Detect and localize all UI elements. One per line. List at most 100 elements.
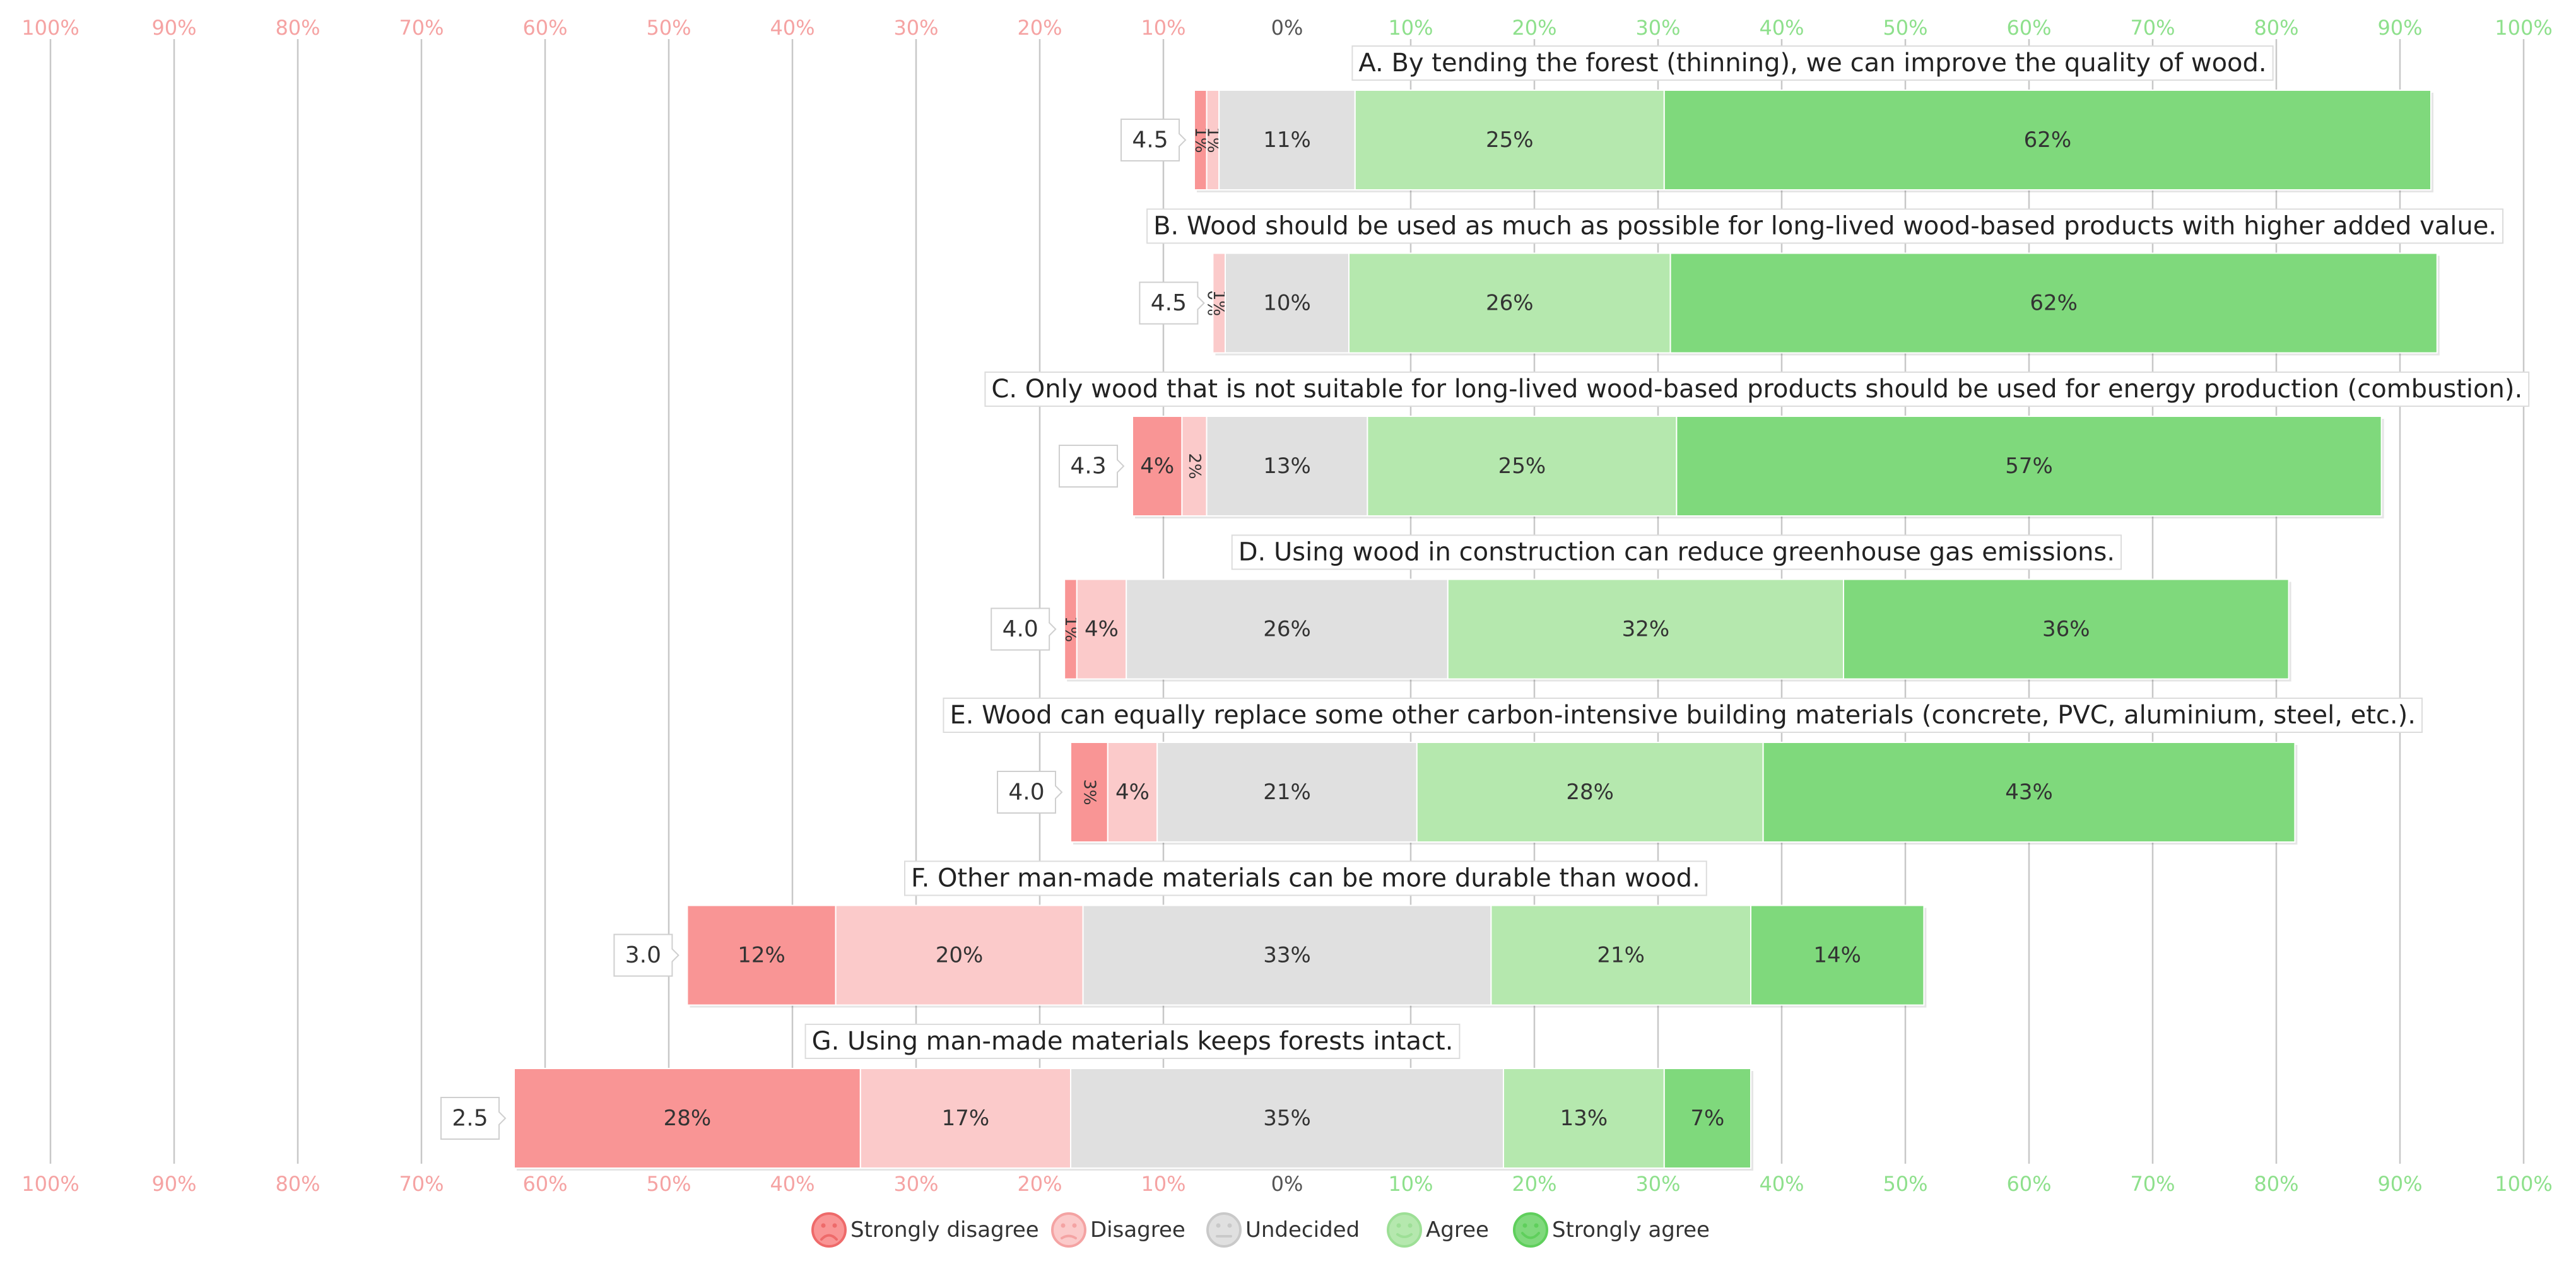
score-box <box>991 607 1057 651</box>
bar-segment-disagree <box>1076 578 1127 680</box>
legend-label: Strongly disagree <box>850 1217 1039 1243</box>
axis-tick-bottom: 20% <box>1017 1172 1062 1196</box>
bar-segment-strongly-agree <box>1663 90 2432 190</box>
question-label-box <box>1146 208 2504 244</box>
bar-segment-strongly-agree <box>1843 578 2290 680</box>
axis-tick-top: 30% <box>893 16 938 40</box>
question-label-box <box>904 860 1707 896</box>
mean-score-label: 4.3 <box>1070 454 1106 479</box>
axis-tick-top: 100% <box>2495 16 2552 40</box>
axis-tick-top: 50% <box>646 16 691 40</box>
axis-tick-top: 10% <box>1141 16 1185 40</box>
question-label: C. Only wood that is not suitable for lo… <box>991 375 2522 404</box>
bar-segment-disagree <box>1181 416 1208 517</box>
legend-label: Agree <box>1426 1217 1489 1243</box>
segment-value-label: 4% <box>1085 617 1119 642</box>
segment-value-label: 17% <box>942 1106 990 1131</box>
score-box <box>1139 281 1205 325</box>
segment-value-label: 36% <box>2042 617 2090 642</box>
axis-tick-top: 30% <box>1635 16 1680 40</box>
big-smile-face-icon <box>1513 1212 1548 1248</box>
mean-score-label: 4.0 <box>1008 780 1044 805</box>
segment-value-label: 62% <box>2024 127 2072 153</box>
segment-value-label: 21% <box>1263 780 1311 805</box>
segment-value-label: 57% <box>2005 454 2053 479</box>
mean-score-label: 4.5 <box>1151 290 1187 316</box>
segment-value-label: 25% <box>1498 454 1546 479</box>
axis-tick-bottom: 10% <box>1141 1172 1185 1196</box>
bar-segment-strongly-disagree <box>686 904 837 1006</box>
bar-segment-undecided <box>1218 90 1356 190</box>
score-box <box>1059 445 1125 488</box>
axis-tick-top: 80% <box>2254 16 2298 40</box>
bar-segment-strongly-agree <box>1750 904 1925 1006</box>
legend-label: Disagree <box>1090 1217 1185 1243</box>
segment-value-label: 12% <box>738 943 785 968</box>
axis-tick-top: 40% <box>770 16 815 40</box>
legend-item: Strongly agree <box>1513 1212 1710 1248</box>
segment-value-label: 3% <box>1079 779 1098 805</box>
bar-segment-agree <box>1348 252 1671 354</box>
segment-value-label: 7% <box>1690 1106 1724 1131</box>
bar-segment-undecided <box>1206 416 1368 517</box>
legend-item: Strongly disagree <box>811 1212 1039 1248</box>
axis-tick-top: 60% <box>2006 16 2051 40</box>
segment-value-label: 4% <box>1115 780 1150 805</box>
axis-tick-top: 60% <box>522 16 567 40</box>
segment-value-label: 13% <box>1560 1106 1608 1131</box>
question-row: C. Only wood that is not suitable for lo… <box>984 372 2530 518</box>
axis-tick-top: 20% <box>1017 16 1062 40</box>
bar-segment-agree <box>1447 578 1845 680</box>
axis-tick-bottom: 40% <box>770 1172 815 1196</box>
axis-tick-top: 40% <box>1759 16 1804 40</box>
segment-value-label: 13% <box>1263 454 1311 479</box>
questions-layer: A. By tending the forest (thinning), we … <box>440 45 2530 1171</box>
bar-segment-strongly-agree <box>1663 1068 1752 1169</box>
bar-segment-undecided <box>1070 1068 1504 1169</box>
axis-tick-bottom: 60% <box>2006 1172 2051 1196</box>
axis-tick-bottom: 0% <box>1271 1172 1303 1196</box>
bar-segment-agree <box>1503 1068 1665 1169</box>
bar-segment-undecided <box>1156 742 1418 843</box>
axis-tick-top: 70% <box>399 16 444 40</box>
axis-tick-bottom: 50% <box>1883 1172 1927 1196</box>
bar-segment-strongly-agree <box>1762 742 2296 843</box>
bar-segment-strongly-disagree <box>1132 416 1183 517</box>
mean-score-label: 4.5 <box>1132 127 1168 153</box>
axis-tick-top: 80% <box>275 16 320 40</box>
axis-tick-top: 50% <box>1883 16 1927 40</box>
segment-value-label: 35% <box>1263 1106 1311 1131</box>
bar-segment-undecided <box>1126 578 1449 680</box>
neutral-face-icon <box>1206 1212 1242 1248</box>
axis-tick-bottom: 20% <box>1512 1172 1556 1196</box>
axis-tick-bottom: 30% <box>893 1172 938 1196</box>
question-label: G. Using man-made materials keeps forest… <box>812 1027 1454 1056</box>
question-label: A. By tending the forest (thinning), we … <box>1358 49 2266 78</box>
question-row: E. Wood can equally replace some other c… <box>943 698 2423 845</box>
bar-segment-agree <box>1354 90 1665 190</box>
axis-tick-bottom: 70% <box>399 1172 444 1196</box>
axis-tick-bottom: 50% <box>646 1172 691 1196</box>
axis-tick-bottom: 70% <box>2130 1172 2175 1196</box>
axis-tick-bottom: 90% <box>151 1172 196 1196</box>
segment-value-label: 26% <box>1263 617 1311 642</box>
axis-tick-bottom: 40% <box>1759 1172 1804 1196</box>
mean-score-label: 4.0 <box>1003 616 1038 642</box>
axis-tick-top: 0% <box>1271 16 1303 40</box>
bar-segment-disagree <box>859 1068 1072 1169</box>
question-label: B. Wood should be used as much as possib… <box>1153 212 2497 241</box>
score-box <box>440 1097 507 1140</box>
axis-tick-top: 90% <box>151 16 196 40</box>
legend-item: Agree <box>1387 1212 1489 1248</box>
mean-score-label: 2.5 <box>452 1106 488 1132</box>
score-box <box>1120 119 1187 161</box>
segment-value-label: 10% <box>1263 291 1311 316</box>
segment-value-label: 62% <box>2030 291 2078 316</box>
axis-tick-bottom: 90% <box>2377 1172 2422 1196</box>
axis-tick-top: 70% <box>2130 16 2175 40</box>
question-label-box <box>1231 534 2122 570</box>
question-label: D. Using wood in construction can reduce… <box>1238 538 2115 567</box>
axis-tick-top: 100% <box>21 16 79 40</box>
axis-tick-bottom: 80% <box>2254 1172 2298 1196</box>
axis-tick-bottom: 100% <box>2495 1172 2552 1196</box>
